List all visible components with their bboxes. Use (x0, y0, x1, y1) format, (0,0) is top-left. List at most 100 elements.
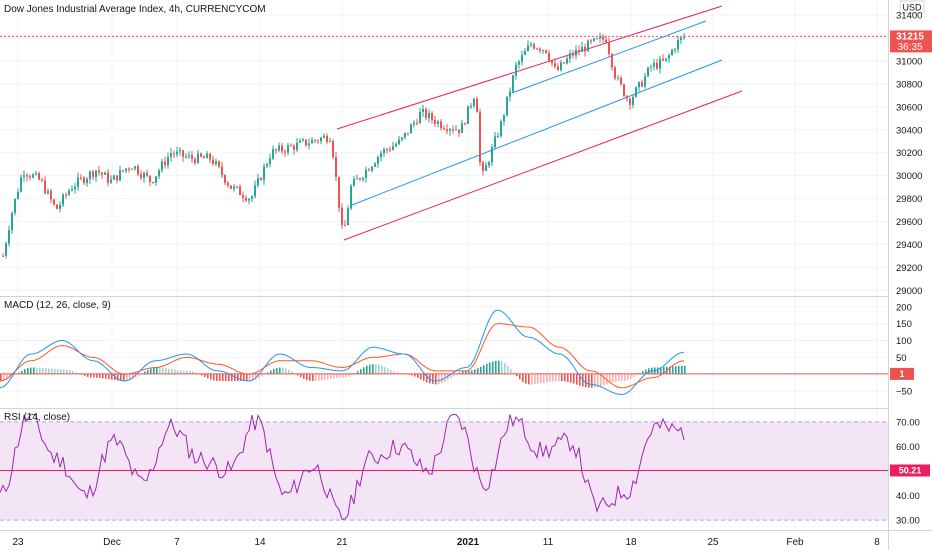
macd-histogram-bar (93, 374, 95, 378)
candle-body (89, 171, 91, 180)
candle-body (353, 179, 355, 186)
candle-body (419, 111, 421, 124)
macd-histogram-bar (675, 366, 677, 375)
candle-body (35, 173, 37, 175)
currency-badge[interactable] (899, 0, 925, 14)
macd-histogram-bar (450, 374, 452, 379)
candle-body (407, 132, 409, 134)
macd-histogram-bar (621, 374, 623, 382)
candle-body (11, 212, 13, 231)
candle-body (341, 207, 343, 225)
main-pane[interactable] (0, 0, 888, 296)
macd-histogram-bar (636, 374, 638, 376)
candle-body (8, 230, 10, 244)
candle-body (2, 255, 4, 257)
macd-histogram-bar (189, 371, 191, 375)
candle-body (527, 45, 529, 52)
rsi-label[interactable]: RSI (14, close) (4, 412, 70, 423)
macd-histogram-bar (231, 374, 233, 381)
macd-histogram-bar (150, 368, 152, 375)
candle-body (221, 166, 223, 176)
candle-body (683, 37, 685, 39)
time-axis-label: 7 (174, 537, 180, 548)
candle-body (278, 145, 280, 151)
macd-histogram-bar (375, 364, 377, 375)
candle-body (161, 161, 163, 171)
candle-body (386, 149, 388, 151)
time-axis-label: 25 (707, 537, 719, 548)
candlestick-series[interactable] (2, 32, 685, 259)
macd-histogram-bar (369, 364, 371, 375)
macd-histogram-bar (63, 369, 65, 375)
currency-label[interactable]: USD (902, 3, 922, 13)
candle-body (14, 198, 16, 213)
macd-histogram-bar (546, 374, 548, 383)
macd-histogram-bar (342, 374, 344, 378)
candle-body (482, 162, 484, 172)
macd-histogram-bar (474, 369, 476, 375)
macd-histogram-bar (372, 364, 374, 375)
candle-body (65, 194, 67, 196)
macd-histogram-bar (54, 368, 56, 375)
macd-histogram-bar (525, 374, 527, 384)
macd-histogram-bar (426, 374, 428, 383)
macd-histogram-bar (186, 370, 188, 375)
candle-body (47, 190, 49, 194)
candle-body (641, 81, 643, 87)
time-axis[interactable]: 23 Dec 7 14 21 2021 11 18 25 Feb 8 (12, 537, 880, 548)
channel-upper-line[interactable] (336, 5, 723, 130)
candle-body (491, 147, 493, 163)
channel-inner-lower-line[interactable] (351, 59, 723, 206)
macd-histogram-bar (87, 374, 89, 377)
macd-histogram-bar (3, 374, 5, 381)
candle-body (113, 175, 115, 180)
candle-body (659, 58, 661, 69)
candle-body (572, 53, 574, 56)
macd-histogram-bar (45, 368, 47, 375)
macd-histogram-bar (603, 374, 605, 386)
candle-body (95, 170, 97, 178)
candle-body (545, 50, 547, 53)
candle-body (230, 185, 232, 189)
candle-body (569, 53, 571, 59)
macd-histogram-bar (225, 374, 227, 381)
price-tick-label: 30600 (896, 102, 922, 113)
price-tick-label: 29200 (896, 263, 922, 274)
macd-histogram-bar (321, 374, 323, 381)
time-axis-label: Feb (786, 537, 804, 548)
channel-lower-line[interactable] (343, 90, 743, 241)
candle-body (665, 58, 667, 61)
macd-histogram-bar (681, 365, 683, 375)
candle-body (308, 143, 310, 146)
macd-histogram-bar (297, 374, 299, 376)
macd-label[interactable]: MACD (12, 26, close, 9) (4, 300, 111, 311)
macd-histogram-bar (363, 367, 365, 375)
rsi-tick-label: 70.00 (896, 417, 920, 428)
candle-body (473, 98, 475, 106)
macd-histogram-bar (135, 374, 137, 378)
rsi-overbought-oversold-band (0, 421, 888, 521)
macd-histogram-bar (615, 374, 617, 382)
macd-histogram-bar (471, 370, 473, 375)
macd-histogram-bar (66, 369, 68, 375)
chart-title[interactable]: Dow Jones Industrial Average Index, 4h, … (4, 4, 266, 15)
macd-histogram-bar (300, 374, 302, 378)
candle-body (212, 159, 214, 165)
candle-body (131, 168, 133, 170)
candle-body (605, 39, 607, 43)
macd-histogram-bar (531, 374, 533, 385)
macd-histogram-bar (204, 374, 206, 377)
rsi-tick-label: 30.00 (896, 516, 920, 527)
candle-body (506, 96, 508, 116)
macd-histogram-bar (657, 367, 659, 375)
macd-histogram-bar (495, 360, 497, 375)
macd-histogram-bar (60, 369, 62, 375)
candle-body (134, 166, 136, 169)
macd-histogram-bar (549, 374, 551, 382)
candle-body (680, 37, 682, 41)
macd-histogram-bar (15, 374, 17, 375)
macd-histogram-bar (114, 374, 116, 381)
macd-histogram-bar (180, 370, 182, 375)
